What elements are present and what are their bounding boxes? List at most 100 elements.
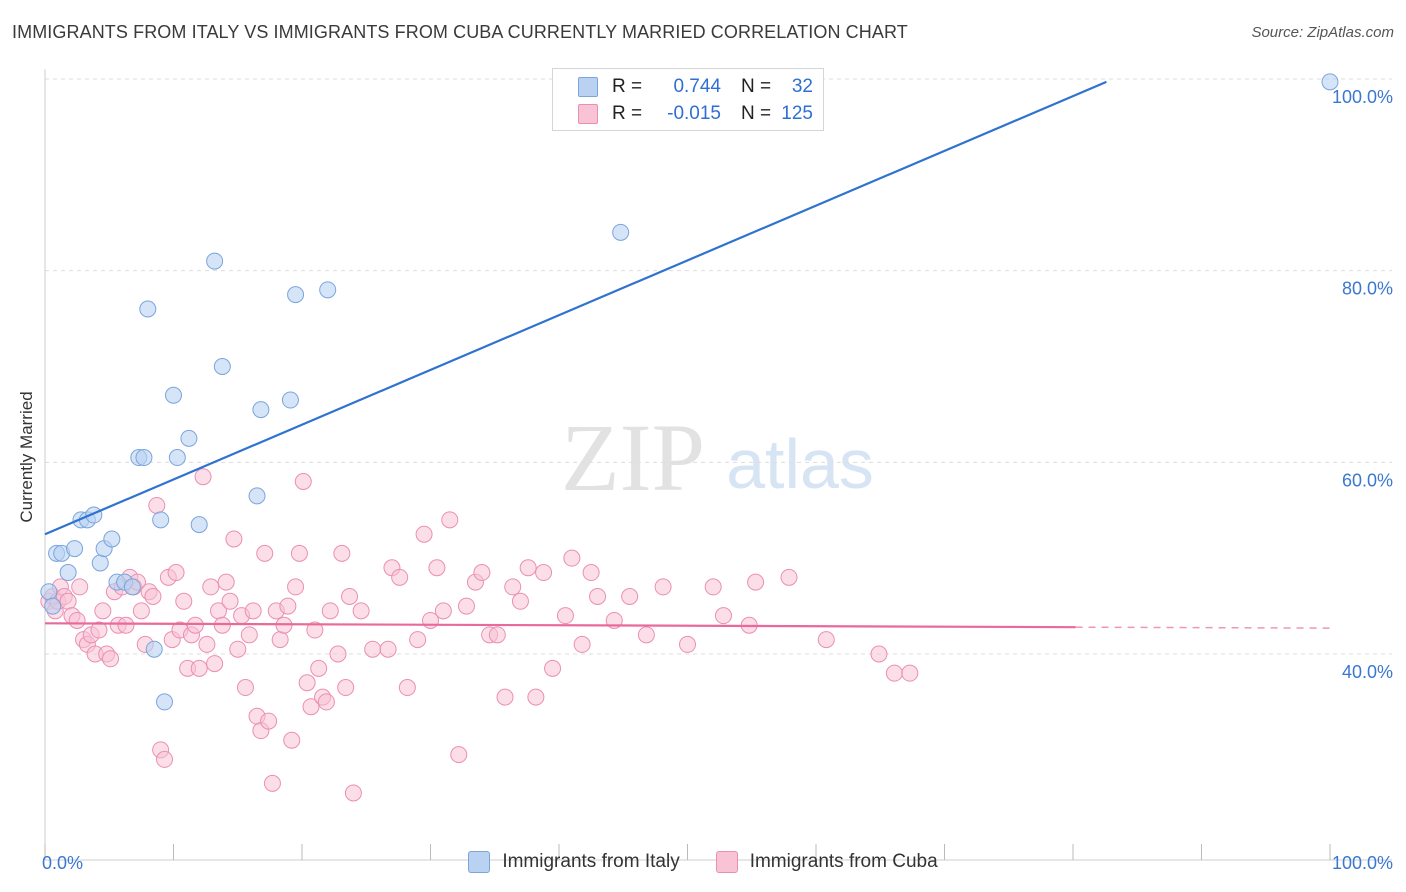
cuba-point-112 xyxy=(637,626,655,644)
cuba-point-44 xyxy=(206,655,224,673)
watermark-atlas: atlas xyxy=(726,425,874,503)
italy-point-29 xyxy=(281,391,299,409)
italy-point-18 xyxy=(145,640,163,658)
cuba-point-43 xyxy=(202,578,220,596)
italy-swatch xyxy=(578,77,598,97)
cuba-point-58 xyxy=(260,712,278,730)
cuba-point-34 xyxy=(167,564,185,582)
italy-point-33 xyxy=(1321,73,1339,91)
cuba-point-101 xyxy=(519,559,537,577)
cuba-legend-swatch xyxy=(715,851,738,873)
italy-point-31 xyxy=(319,281,337,299)
italy-point-23 xyxy=(180,429,198,447)
cuba-point-41 xyxy=(194,468,212,486)
cuba-point-6 xyxy=(59,592,77,610)
italy-point-5 xyxy=(66,540,84,558)
cuba-point-104 xyxy=(544,659,562,677)
y-tick-label-1: 60.0% xyxy=(1342,470,1393,490)
italy-point-1 xyxy=(44,597,62,615)
cuba-point-75 xyxy=(329,645,347,663)
cuba-trend-extension xyxy=(1075,626,1331,629)
cuba-point-48 xyxy=(221,592,239,610)
cuba-point-111 xyxy=(621,588,639,605)
cuba-point-25 xyxy=(132,602,150,620)
cuba-point-50 xyxy=(229,640,247,658)
cuba-point-69 xyxy=(302,698,320,716)
cuba-point-9 xyxy=(71,578,89,596)
cuba-point-120 xyxy=(817,631,835,649)
cuba-point-98 xyxy=(496,688,514,706)
cuba-point-63 xyxy=(279,597,297,615)
cuba-point-53 xyxy=(240,626,258,644)
cuba-n-label: N = xyxy=(741,103,772,124)
cuba-point-102 xyxy=(527,688,545,706)
x-tick-label-max: 100.0% xyxy=(1332,853,1393,873)
x-tick-label-min: 0.0% xyxy=(42,853,83,873)
legend-item-italy[interactable]: Immigrants from Italy xyxy=(468,851,680,873)
cuba-point-108 xyxy=(582,564,600,582)
cuba-point-29 xyxy=(148,496,166,514)
cuba-r-label: R = xyxy=(612,103,643,124)
cuba-point-81 xyxy=(364,640,382,658)
cuba-point-36 xyxy=(175,592,193,610)
italy-point-28 xyxy=(252,401,270,419)
cuba-point-17 xyxy=(102,650,120,668)
cuba-point-123 xyxy=(901,664,919,682)
y-tick-label-2: 80.0% xyxy=(1342,279,1393,299)
cuba-point-91 xyxy=(441,511,459,529)
cuba-legend-label: Immigrants from Cuba xyxy=(749,851,938,872)
cuba-point-85 xyxy=(398,679,416,697)
cuba-point-78 xyxy=(341,588,359,605)
y-tick-label-3: 100.0% xyxy=(1332,87,1393,107)
legend-row-italy: R = 0.744 N = 32 xyxy=(553,73,813,101)
italy-point-32 xyxy=(612,223,630,241)
correlation-legend: R = 0.744 N = 32 R = -0.015 N = 125 xyxy=(552,68,824,131)
cuba-point-14 xyxy=(90,621,108,639)
cuba-point-92 xyxy=(450,746,468,764)
italy-point-30 xyxy=(287,286,305,304)
cuba-point-15 xyxy=(94,602,112,620)
cuba-point-95 xyxy=(473,564,491,582)
cuba-point-90 xyxy=(434,602,452,620)
italy-n-label: N = xyxy=(741,76,772,97)
cuba-point-79 xyxy=(344,784,362,802)
cuba-point-100 xyxy=(511,592,529,610)
cuba-trend-line xyxy=(44,622,1076,629)
italy-point-14 xyxy=(123,578,141,596)
italy-point-25 xyxy=(206,252,224,270)
italy-point-0 xyxy=(40,583,58,601)
cuba-point-61 xyxy=(271,631,289,649)
cuba-n-value: 125 xyxy=(781,103,813,124)
italy-r-value: 0.744 xyxy=(673,76,721,97)
cuba-point-106 xyxy=(563,549,581,567)
cuba-point-107 xyxy=(573,635,591,653)
series-legend: Immigrants from Italy Immigrants from Cu… xyxy=(0,851,1406,873)
italy-point-20 xyxy=(156,693,174,711)
cuba-point-89 xyxy=(428,559,446,577)
cuba-point-122 xyxy=(885,664,903,682)
cuba-point-114 xyxy=(679,635,696,653)
italy-legend-label: Immigrants from Italy xyxy=(502,851,680,872)
cuba-point-71 xyxy=(310,659,328,677)
cuba-point-70 xyxy=(306,621,324,639)
cuba-point-73 xyxy=(317,693,335,711)
legend-item-cuba[interactable]: Immigrants from Cuba xyxy=(715,851,938,873)
cuba-point-93 xyxy=(457,597,475,615)
italy-trend-line xyxy=(44,80,1107,536)
italy-point-4 xyxy=(59,564,77,582)
italy-point-22 xyxy=(168,449,186,467)
cuba-point-46 xyxy=(213,616,231,634)
italy-point-17 xyxy=(139,300,157,318)
cuba-point-115 xyxy=(704,578,722,596)
cuba-point-49 xyxy=(225,530,243,548)
axes xyxy=(44,69,1392,861)
cuba-point-97 xyxy=(488,626,506,644)
cuba-point-80 xyxy=(352,602,370,620)
cuba-point-113 xyxy=(654,578,672,596)
cuba-point-57 xyxy=(256,544,274,562)
cuba-point-119 xyxy=(780,568,798,586)
cuba-point-68 xyxy=(298,674,316,692)
cuba-point-116 xyxy=(714,607,732,625)
cuba-point-74 xyxy=(321,602,339,620)
